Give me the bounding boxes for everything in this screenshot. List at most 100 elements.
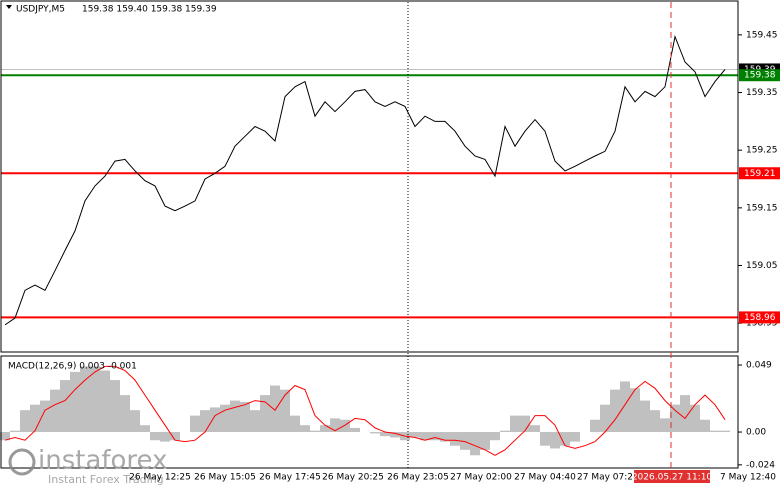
price-frame [0,0,739,353]
level-label-bg [739,167,780,180]
macd-bar [700,419,710,433]
collapse-icon [6,5,12,9]
macd-bar [340,419,350,433]
y-tick-label: 159.05 [746,261,778,271]
macd-bar [90,366,100,433]
macd-bar [610,389,620,433]
macd-bar [240,401,250,433]
macd-bar [130,410,140,433]
x-tick-label: 26 May 23:05 [387,473,449,483]
macd-bar [690,404,700,433]
macd-bar [0,432,10,441]
macd-bar [510,415,520,433]
macd-bar [260,395,270,433]
macd-bar [390,432,400,438]
macd-bar [40,400,50,433]
y-tick-label: 158.95 [746,319,778,329]
macd-bar [60,380,70,433]
macd-bar [640,400,650,433]
crosshair-label-bg [634,470,710,483]
macd-bar [490,432,500,441]
level-label: 159.21 [744,169,776,179]
macd-bar [620,381,630,433]
macd-bar [70,371,80,433]
macd-bar [540,432,550,446]
macd-bar [350,427,360,433]
watermark: instaforex Instant Forex Trading [8,446,167,486]
level-label-bg [739,311,780,324]
level-label: 158.96 [744,313,776,323]
price-line [4,34,726,326]
macd-bar [320,425,330,433]
macd-bar [270,385,280,433]
macd-bar [10,430,20,433]
macd-bar [310,430,320,433]
signal-line [4,365,726,456]
macd-bar [220,404,230,433]
macd-bar [80,366,90,433]
macd-bar [190,415,200,433]
macd-bar [330,418,340,433]
y-tick-label: 159.35 [746,88,778,98]
macd-bar [420,432,430,441]
macd-bar [110,380,120,433]
macd-bar [660,418,670,433]
macd-bar [650,410,660,433]
x-tick-label: 26 May 20:25 [322,473,384,483]
y-tick-label: 0.049 [746,361,772,371]
watermark-logo [8,448,36,476]
x-tick-label: 27 May 04:40 [514,473,576,483]
macd-bar [200,410,210,433]
plot [0,34,738,456]
macd-bar [250,410,260,433]
y-tick-label: 159.45 [746,30,778,40]
macd-bar [720,430,730,433]
macd-bar [480,432,490,450]
macd-frame [0,355,739,469]
y-tick-label: 159.15 [746,203,778,213]
macd-bar [140,425,150,433]
macd-bar [210,407,220,433]
macd-bar [670,404,680,433]
macd-bar [20,410,30,433]
macd-bar [150,432,160,441]
y-tick-label: 0.00 [746,428,766,438]
macd-bar [560,432,570,446]
macd-bar [450,432,460,446]
x-tick-label: 27 May 07:2 [577,473,633,483]
macd-bar [710,430,720,433]
x-tick-label: 26 May 12:25 [129,473,191,483]
y-tick-label: -0.024 [746,460,775,470]
macd-bar [680,395,690,433]
level-label: 159.38 [744,71,776,81]
x-tick-label: 26 May 15:05 [194,473,256,483]
x-tick-label: 7 May 12:40 [720,473,776,483]
macd-bar [630,388,640,433]
y-tick-label: 159.25 [746,146,778,156]
watermark-brand: instaforex [38,446,167,476]
macd-bar [520,415,530,433]
macd-bar [530,425,540,433]
macd-bar [100,370,110,433]
macd-bar [470,432,480,456]
macd-bar [600,404,610,433]
macd-bar [410,432,420,438]
macd-bar [430,432,440,441]
macd-bar [590,419,600,433]
level-label-bg [739,69,780,82]
macd-bar [50,389,60,433]
x-tick-label: 27 May 02:00 [450,473,512,483]
macd-bar [300,425,310,433]
crosshair-label: 2026.05.27 11:10 [632,473,713,483]
macd-bar [280,389,290,433]
x-tick-label: 26 May 17:45 [259,473,321,483]
macd-bar [290,415,300,433]
macd-bar [570,432,580,442]
macd-bar [550,432,560,449]
ohlc: 159.38 159.40 159.38 159.39 [82,5,217,15]
macd-bar [230,400,240,433]
macd-title: MACD(12,26,9) 0.003 -0.001 [8,362,137,372]
macd-bar [370,432,380,434]
